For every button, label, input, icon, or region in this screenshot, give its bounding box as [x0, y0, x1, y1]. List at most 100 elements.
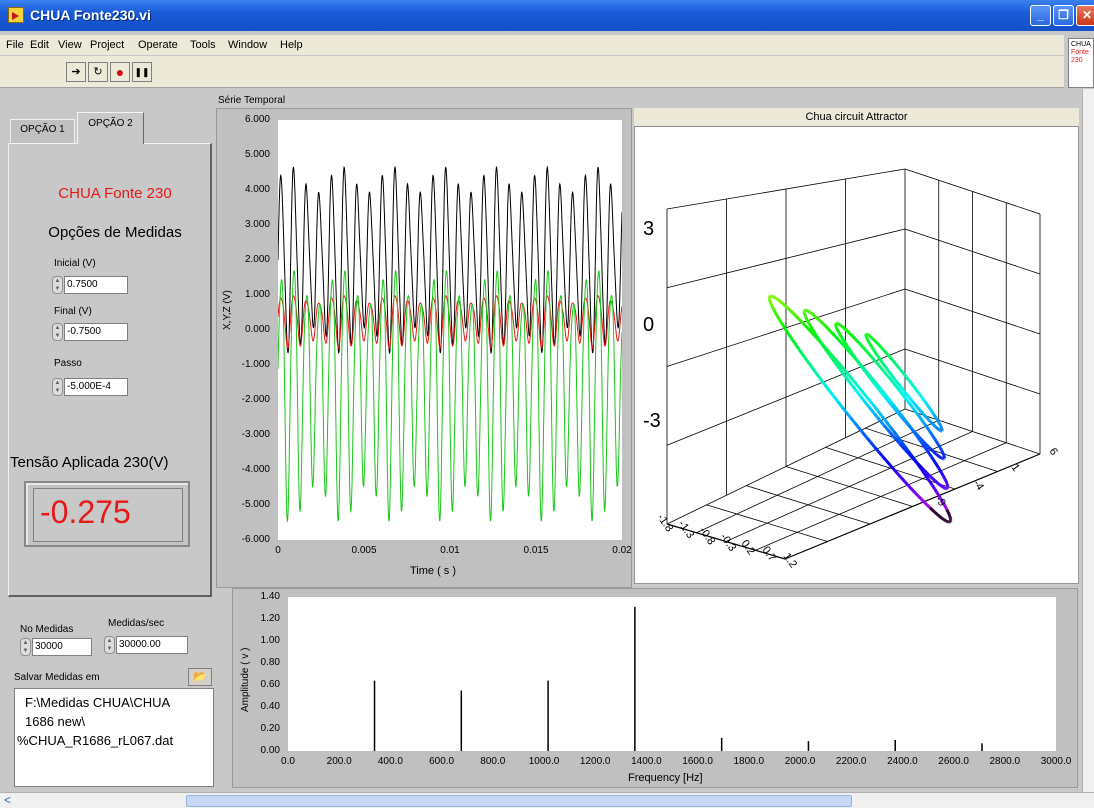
spectrum-x-tick: 400.0 — [377, 756, 403, 767]
attractor-trajectory — [899, 415, 905, 421]
attractor-trajectory — [936, 442, 940, 446]
time-series-x-tick: 0.015 — [523, 545, 549, 556]
attractor-trajectory — [943, 478, 948, 482]
time-series-y-tick: -6.000 — [241, 534, 270, 545]
save-path-field[interactable]: F:\Medidas CHUA\CHUA 1686 new\ %CHUA_R16… — [14, 688, 214, 787]
attractor-trajectory — [917, 495, 923, 501]
initial-spinner[interactable]: ▲ ▼ — [52, 276, 63, 294]
attractor-trajectory — [919, 417, 925, 423]
attractor-trajectory — [864, 370, 869, 376]
pause-button[interactable]: ❚❚ — [132, 62, 152, 82]
attractor-trajectory — [906, 423, 912, 429]
attractor-trajectory — [890, 403, 895, 409]
menu-tools[interactable]: Tools — [190, 39, 216, 51]
attractor-trajectory — [937, 454, 941, 459]
attractor-trajectory — [928, 407, 933, 412]
attractor-trajectory — [937, 467, 942, 472]
attractor-trajectory — [880, 391, 886, 397]
attractor-trajectory — [800, 352, 807, 359]
time-series-y-tick: -1.000 — [241, 359, 270, 370]
vi-icon-line: 230 — [1071, 57, 1083, 64]
step-spinner[interactable]: ▲ ▼ — [52, 378, 63, 396]
horizontal-scroll-thumb[interactable] — [186, 795, 852, 807]
menu-operate[interactable]: Operate — [138, 39, 178, 51]
attractor-trajectory — [768, 300, 772, 303]
attractor-y-tick: 1 — [1009, 462, 1022, 474]
attractor-trajectory — [794, 344, 801, 351]
vi-icon: CHUA Fonte 230 — [1068, 38, 1094, 88]
run-continuously-button[interactable]: ↻ — [88, 62, 108, 82]
rate-input[interactable]: 30000.00 — [116, 636, 188, 654]
attractor-trajectory — [928, 420, 933, 424]
attractor-trajectory — [937, 494, 943, 500]
menu-view[interactable]: View — [58, 39, 82, 51]
applied-voltage-display — [33, 488, 183, 542]
attractor-trajectory — [837, 322, 841, 326]
attractor-trajectory — [784, 304, 789, 310]
attractor-trajectory — [824, 325, 829, 330]
final-input[interactable]: -0.7500 — [64, 323, 128, 341]
attractor-trajectory — [882, 348, 887, 353]
minimize-button[interactable]: _ — [1030, 5, 1051, 26]
attractor-trajectory — [880, 347, 885, 351]
attractor-trajectory — [909, 426, 914, 431]
attractor-trajectory — [869, 335, 873, 339]
n-measures-input[interactable]: 30000 — [32, 638, 92, 656]
time-series-y-tick: 1.000 — [244, 289, 270, 300]
close-button[interactable]: ✕ — [1076, 5, 1094, 26]
attractor-trajectory — [779, 321, 785, 327]
vertical-scrollbar[interactable] — [1082, 89, 1094, 792]
attractor-trajectory — [871, 347, 875, 351]
attractor-trajectory — [777, 318, 783, 324]
attractor-trajectory — [915, 461, 921, 467]
attractor-trajectory — [769, 301, 773, 305]
attractor-trajectory — [848, 349, 853, 354]
attractor-trajectory — [932, 450, 936, 454]
attractor-trajectory — [857, 426, 864, 434]
attractor-trajectory — [845, 329, 850, 333]
attractor-trajectory — [947, 513, 951, 517]
attractor-trajectory — [938, 483, 943, 488]
attractor-trajectory — [930, 433, 935, 438]
attractor-trajectory — [920, 438, 925, 443]
spectrum-x-tick: 2600.0 — [938, 756, 969, 767]
attractor-trajectory — [835, 327, 839, 330]
attractor-trajectory — [912, 458, 918, 464]
attractor-trajectory — [891, 359, 896, 364]
n-measures-spinner[interactable]: ▲ ▼ — [20, 638, 31, 656]
final-spinner[interactable]: ▲ ▼ — [52, 323, 63, 341]
time-series-x-tick: 0.005 — [351, 545, 377, 556]
attractor-trajectory — [905, 393, 910, 398]
scroll-left-arrow-icon[interactable]: < — [4, 793, 12, 807]
attractor-trajectory — [882, 363, 887, 368]
initial-input[interactable]: 0.7500 — [64, 276, 128, 294]
attractor-trajectory — [933, 438, 938, 442]
step-input[interactable]: -5.000E-4 — [64, 378, 128, 396]
menu-help[interactable]: Help — [280, 39, 303, 51]
abort-button[interactable]: ● — [110, 62, 130, 82]
attractor-trajectory — [937, 482, 941, 487]
restore-button[interactable]: ❐ — [1053, 5, 1074, 26]
applied-voltage-value: -0.275 — [40, 494, 131, 530]
attractor-trajectory — [887, 400, 893, 406]
attractor-trajectory — [927, 418, 932, 423]
menu-window[interactable]: Window — [228, 39, 268, 51]
attractor-trajectory — [940, 449, 944, 452]
spectrum-x-tick: 1600.0 — [682, 756, 713, 767]
attractor-grid-line — [755, 442, 1007, 551]
attractor-graph: 3 0 -3 -1.8 -1.3 -0.8 -0.3 0.2 0.7 1.2 -9 -4 1 6 — [634, 108, 1079, 584]
horizontal-scrollbar[interactable]: < — [0, 792, 1094, 808]
tab-opcao-1[interactable]: OPÇÃO 1 — [10, 119, 75, 143]
menu-edit[interactable]: Edit — [30, 39, 49, 51]
rate-spinner[interactable]: ▲ ▼ — [104, 636, 115, 654]
attractor-trajectory — [839, 334, 843, 338]
tab-opcao-2[interactable]: OPÇÃO 2 — [77, 112, 144, 144]
menu-project[interactable]: Project — [90, 39, 125, 51]
run-button[interactable]: ➔ — [66, 62, 86, 82]
menu-file[interactable]: File — [6, 39, 24, 51]
attractor-trajectory — [805, 318, 810, 323]
spectrum-y-tick: 1.40 — [260, 591, 280, 602]
attractor-trajectory — [932, 459, 937, 464]
browse-folder-button[interactable]: 📂 — [188, 668, 212, 686]
attractor-trajectory — [936, 420, 941, 424]
